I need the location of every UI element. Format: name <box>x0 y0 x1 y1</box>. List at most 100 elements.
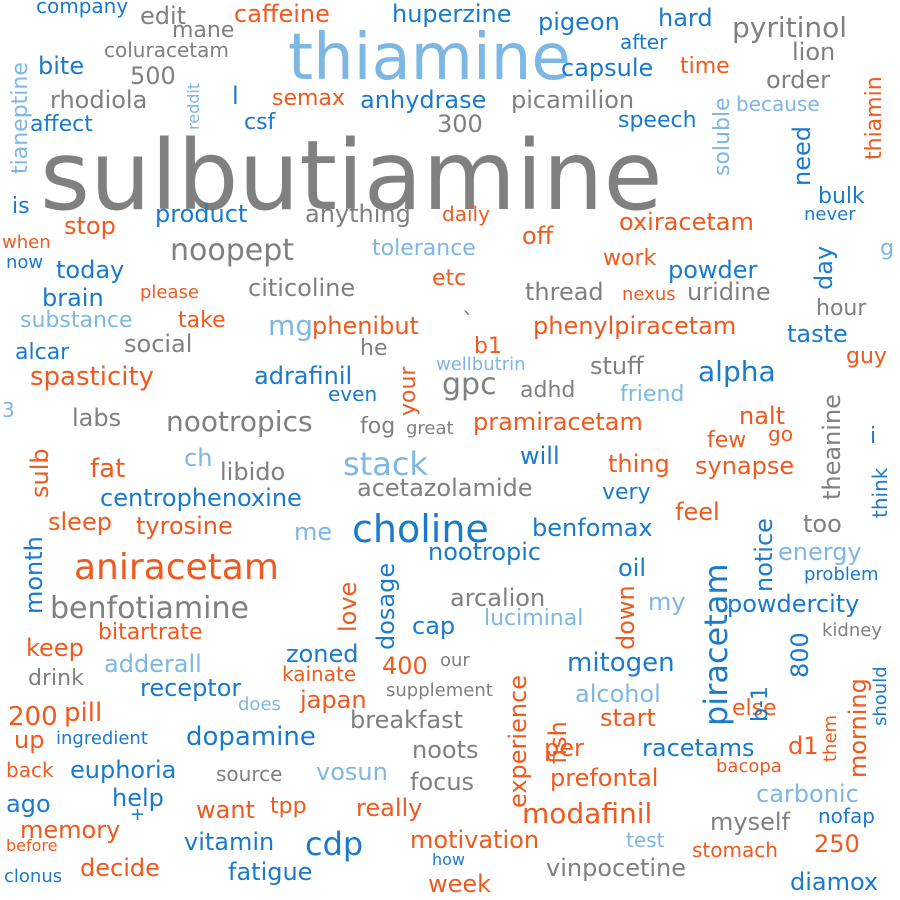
word: taste <box>787 320 848 348</box>
word: sleep <box>48 508 112 536</box>
word: wellbutrin <box>436 354 526 375</box>
word: b1 <box>474 334 502 359</box>
word: nootropic <box>428 538 542 566</box>
word: pigeon <box>538 8 620 36</box>
word: phenibut <box>312 312 419 340</box>
word: alcohol <box>575 680 661 708</box>
word: please <box>140 282 199 303</box>
word: spasticity <box>30 362 155 392</box>
word: think <box>868 467 892 518</box>
word: source <box>216 762 283 786</box>
word: nootropics <box>166 405 313 438</box>
word: want <box>196 796 255 824</box>
word: noots <box>412 736 479 764</box>
word: lion <box>792 38 836 66</box>
word: uridine <box>687 278 771 306</box>
word: breakfast <box>350 706 464 734</box>
word: hard <box>658 4 713 32</box>
word: tianeptine <box>8 62 33 174</box>
word: vitamin <box>184 828 275 856</box>
word: thiamine <box>288 21 571 95</box>
word: powder <box>668 256 758 284</box>
word: nofap <box>818 804 875 828</box>
word: 400 <box>382 652 428 680</box>
word: off <box>522 222 554 250</box>
word: b-1 <box>748 686 773 722</box>
word: your <box>396 366 421 416</box>
word: luciminal <box>484 606 584 631</box>
word: reddit <box>184 82 203 130</box>
word: noopept <box>170 233 295 268</box>
word: adrafinil <box>254 362 353 390</box>
word: bitartrate <box>98 620 203 645</box>
word: daily <box>442 202 490 226</box>
word: focus <box>410 768 475 796</box>
word: huperzine <box>392 0 512 28</box>
word: he <box>360 336 388 361</box>
word: japan <box>300 686 367 714</box>
word: problem <box>804 564 879 585</box>
word: keep <box>26 634 84 662</box>
word: thread <box>525 278 604 306</box>
word: down <box>612 585 640 650</box>
word: nexus <box>622 284 676 305</box>
word: does <box>238 694 281 715</box>
word: benfotiamine <box>50 591 249 626</box>
word: product <box>155 200 248 228</box>
word: etc <box>432 266 467 291</box>
word: 250 <box>814 830 860 858</box>
word: ch <box>184 444 213 472</box>
word: prefontal <box>550 764 659 792</box>
word: really <box>356 794 423 822</box>
word: pramiracetam <box>473 408 643 436</box>
word: friend <box>620 382 685 407</box>
word: myself <box>710 808 790 836</box>
word: cap <box>412 612 456 640</box>
word: acetazolamide <box>357 474 533 502</box>
word: today <box>56 256 125 284</box>
word: ` <box>462 308 474 336</box>
word: affect <box>30 112 93 137</box>
word: nalt <box>739 402 785 430</box>
word: 500 <box>130 62 176 90</box>
word: too <box>803 510 842 538</box>
word: euphoria <box>70 756 177 784</box>
word: my <box>648 588 686 616</box>
word: feel <box>675 498 720 526</box>
word: will <box>520 442 560 470</box>
word: energy <box>778 538 862 566</box>
word: few <box>707 428 747 453</box>
word: clonus <box>4 866 63 887</box>
word: + <box>130 804 146 825</box>
word: start <box>600 704 656 732</box>
word: fog <box>360 414 396 439</box>
word: arcalion <box>450 584 546 612</box>
word: zoned <box>286 640 359 668</box>
word: thiamin <box>862 76 887 160</box>
word: theanine <box>818 394 846 500</box>
word: aniracetam <box>74 547 279 588</box>
word: tolerance <box>372 236 476 261</box>
word: modafinil <box>522 797 653 830</box>
word: 800 <box>786 632 814 678</box>
word: oxiracetam <box>619 208 754 236</box>
word: test <box>626 828 665 852</box>
word: drink <box>28 666 84 691</box>
word: stuff <box>590 352 644 380</box>
word: tyrosine <box>136 512 233 540</box>
word: how <box>432 850 466 869</box>
word: coluracetam <box>104 38 229 62</box>
word: tpp <box>270 794 307 819</box>
word: per <box>544 734 584 762</box>
word: because <box>736 92 820 116</box>
word: capsule <box>561 54 654 82</box>
word: brain <box>42 284 104 312</box>
word: never <box>804 204 856 225</box>
word: synapse <box>695 452 795 480</box>
word: i <box>870 424 877 449</box>
word: great <box>406 418 454 439</box>
word: mane <box>172 18 235 43</box>
word: sulbutiamine <box>40 120 663 232</box>
word: kidney <box>822 620 882 641</box>
